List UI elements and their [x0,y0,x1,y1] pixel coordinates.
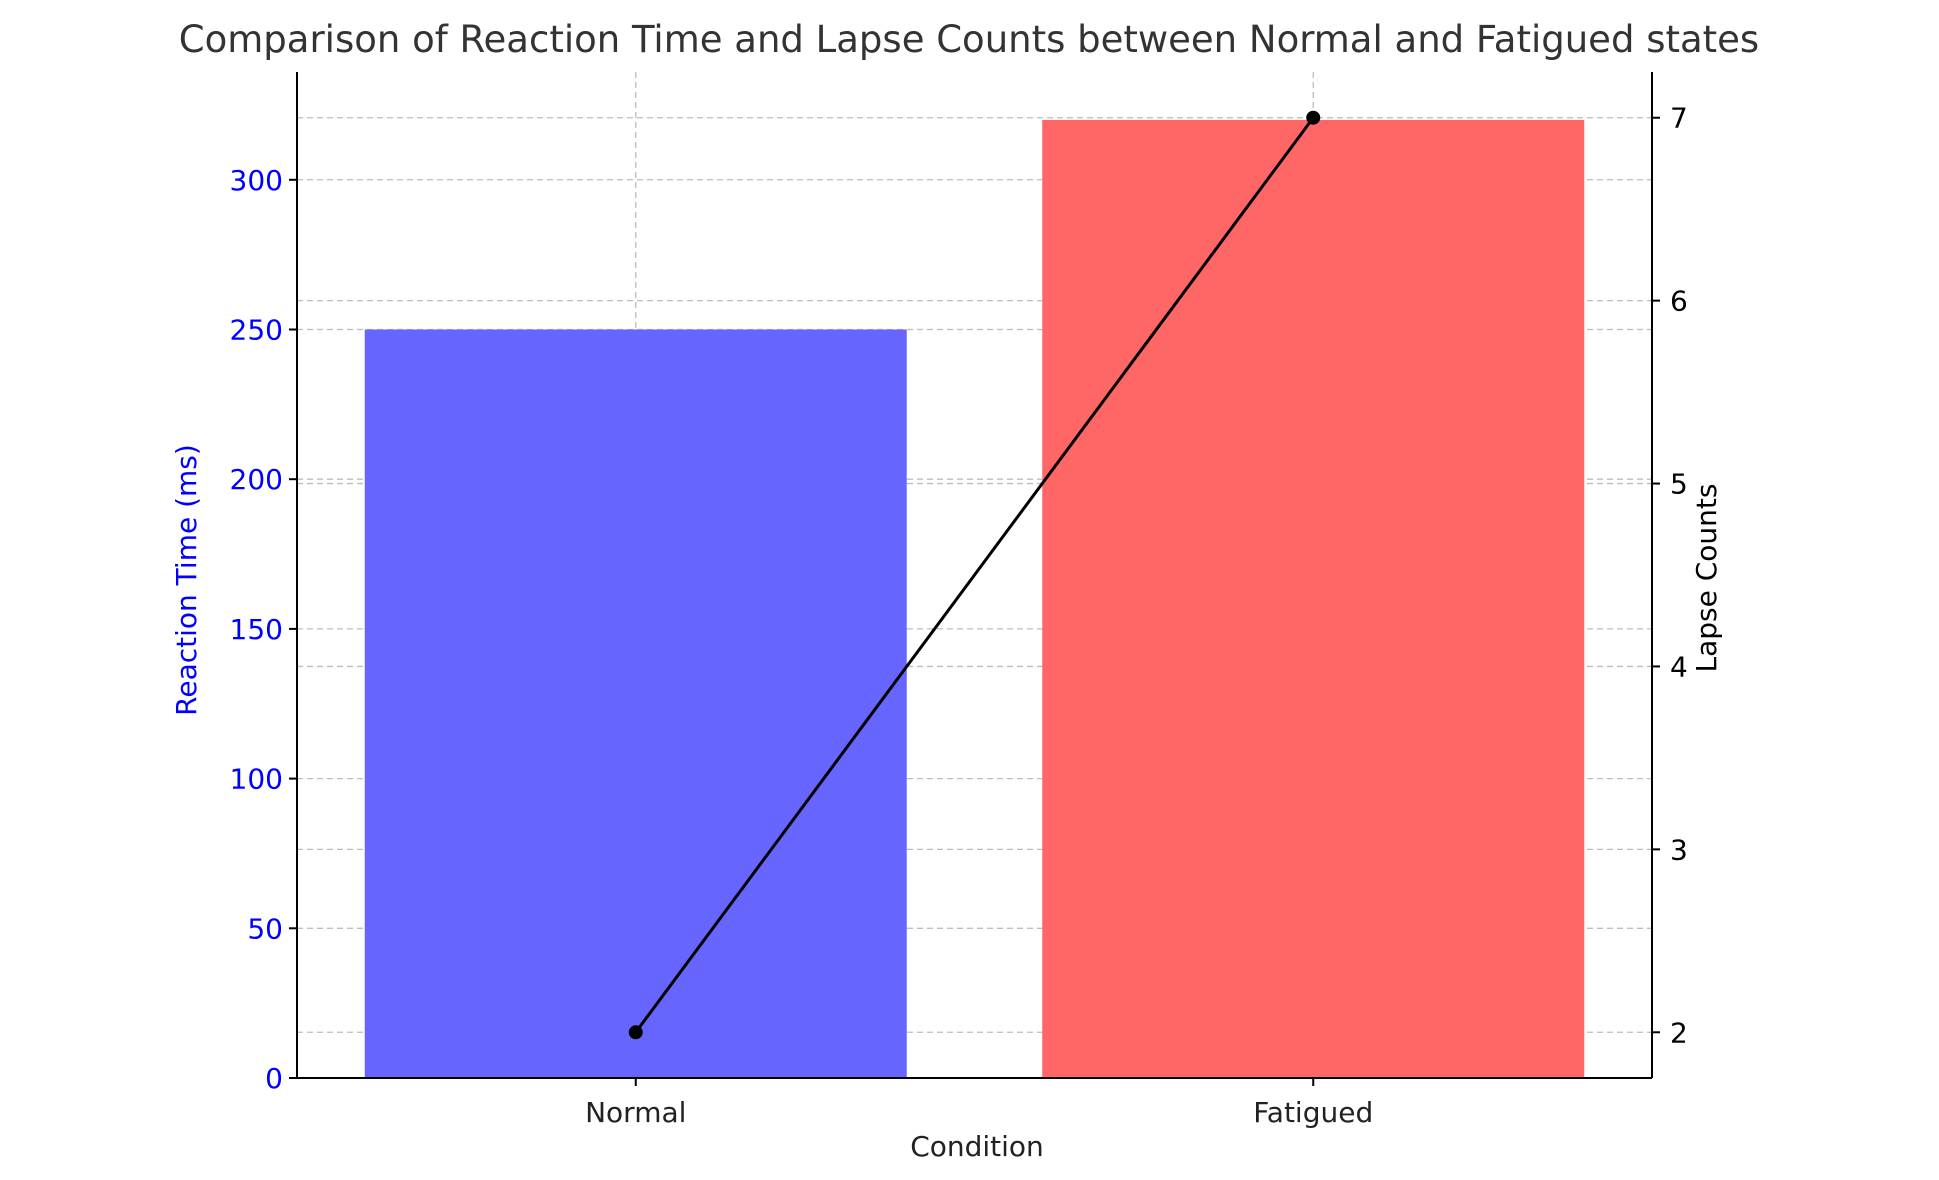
y-tick-label-5: 250 [230,313,283,346]
lapse-counts-line [634,116,1315,1034]
y2-tick-label-1: 3 [1670,833,1688,866]
chart-title: Comparison of Reaction Time and Lapse Co… [179,18,1759,61]
y2-tick-label-4: 6 [1670,285,1688,318]
axis-layer: 0 50 100 150 200 250 300 2 3 4 5 6 7 Normal Fatigued [230,72,1688,1129]
line-layer [628,110,1321,1040]
y-tick-label-1: 50 [247,912,283,945]
y2-tick-label-5: 7 [1670,102,1688,135]
x-tick-label-normal: Normal [585,1096,686,1129]
y2-tick-label-0: 2 [1670,1016,1688,1049]
y-tick-label-2: 100 [230,763,283,796]
y-tick-label-0: 0 [265,1062,283,1095]
y-tick-label-6: 300 [230,164,283,197]
y-tick-label-4: 200 [230,463,283,496]
bar-fatigued [1042,119,1585,1078]
lapse-point-normal [628,1025,643,1040]
y-tick-label-3: 150 [230,613,283,646]
bar-layer [364,119,1585,1078]
y2-tick-label-2: 4 [1670,650,1688,683]
y-axis-title: Reaction Time (ms) [170,444,203,716]
x-tick-label-fatigued: Fatigued [1253,1096,1373,1129]
y2-axis-title: Lapse Counts [1690,484,1723,673]
bar-normal [364,329,907,1078]
lapse-point-fatigued [1306,110,1321,125]
y2-tick-label-3: 5 [1670,468,1688,501]
x-axis-title: Condition [910,1130,1044,1163]
